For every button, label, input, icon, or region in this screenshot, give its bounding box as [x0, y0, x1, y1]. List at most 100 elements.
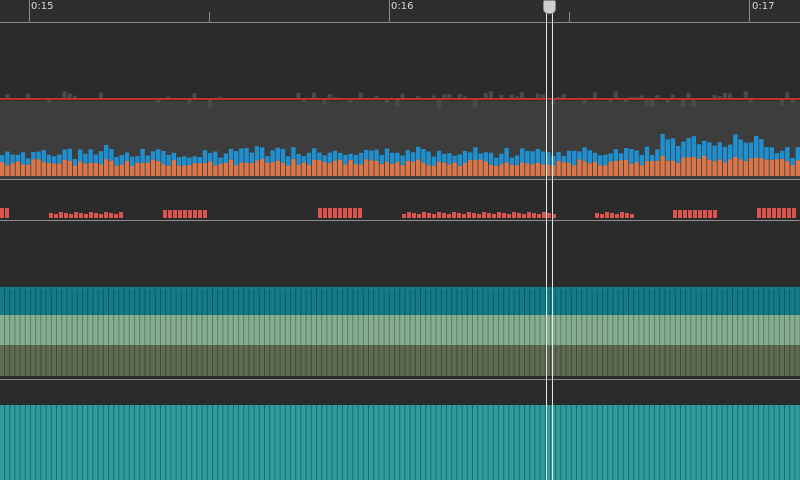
event-marker: [527, 212, 531, 218]
bottom-stripe: [778, 405, 780, 480]
band-stripe: [789, 289, 791, 376]
frame-bar-cpu: [410, 161, 416, 176]
bottom-teal-track[interactable]: [0, 380, 800, 480]
frame-spike: [156, 100, 161, 103]
frame-bar-cpu: [733, 156, 738, 176]
band-stripe: [191, 289, 193, 376]
band-stripe: [238, 289, 239, 376]
frame-bar-gpu: [603, 154, 608, 166]
frame-bar-gpu: [691, 136, 696, 157]
frame-bar-gpu: [234, 151, 239, 166]
frame-bar-gpu: [41, 150, 46, 163]
bottom-stripe: [633, 405, 635, 480]
bottom-stripe: [45, 405, 47, 480]
frame-spike: [509, 94, 514, 99]
bottom-stripe: [643, 405, 645, 480]
frame-bar-gpu: [634, 150, 639, 163]
frame-bar-gpu: [790, 157, 795, 166]
frame-bar-cpu: [208, 161, 213, 176]
frame-bar-cpu: [728, 159, 733, 176]
band-stripe: [274, 289, 276, 376]
frame-bar-gpu: [239, 148, 244, 163]
bottom-stripe: [357, 405, 359, 480]
frame-bar-cpu: [202, 162, 208, 176]
bottom-stripe: [97, 405, 99, 480]
band-stripe: [420, 289, 421, 376]
playhead-handle-icon[interactable]: [543, 0, 556, 14]
playhead[interactable]: [543, 0, 556, 480]
bottom-stripe: [378, 405, 380, 480]
band-stripe: [160, 289, 161, 376]
frame-bar-cpu: [5, 165, 10, 176]
bottom-stripe: [30, 405, 31, 480]
frame-bar-gpu: [572, 150, 577, 166]
frame-bar-gpu: [546, 152, 551, 165]
band-stripe: [118, 289, 120, 376]
bottom-stripe: [222, 405, 224, 480]
frame-bar-gpu: [265, 156, 270, 163]
frame-bar-cpu: [286, 165, 291, 176]
band-stripe: [586, 289, 588, 376]
bottom-stripe: [617, 405, 619, 480]
event-marker: [792, 208, 796, 218]
event-track[interactable]: [0, 180, 800, 220]
frame-bar-gpu: [431, 156, 436, 166]
frame-timing-track[interactable]: [0, 23, 800, 179]
band-stripe: [123, 289, 125, 376]
frame-bar-cpu: [468, 159, 473, 176]
bottom-stripe: [191, 405, 193, 480]
frame-spike: [561, 94, 566, 99]
frame-bar-gpu: [296, 153, 301, 165]
frame-bar-gpu: [592, 152, 598, 162]
band-stripe: [591, 289, 593, 376]
band-stripe: [534, 289, 536, 376]
frame-spike: [608, 100, 613, 103]
frame-bar-gpu: [488, 152, 494, 165]
event-marker: [610, 213, 614, 218]
bottom-stripe: [789, 405, 791, 480]
band-stripe: [82, 289, 83, 376]
frame-bar-gpu: [624, 148, 629, 160]
band-stripe: [628, 289, 629, 376]
frame-bar-cpu: [358, 164, 364, 176]
event-marker: [188, 210, 192, 218]
bottom-stripe: [784, 405, 785, 480]
event-marker: [693, 210, 697, 218]
band-stripe: [92, 289, 94, 376]
band-stripe: [773, 289, 775, 376]
band-stripe: [243, 289, 245, 376]
bottom-stripe: [742, 405, 744, 480]
bottom-stripe: [482, 405, 484, 480]
frame-spike: [208, 100, 213, 108]
bottom-stripe: [596, 405, 598, 480]
event-marker: [605, 212, 609, 218]
frame-bar-cpu: [62, 159, 67, 176]
frame-spike: [592, 92, 597, 99]
bottom-stripe: [347, 405, 349, 480]
band-stripe: [706, 289, 707, 376]
frame-bar-cpu: [629, 163, 634, 176]
frame-spike: [639, 95, 644, 99]
frame-bar-gpu: [681, 141, 686, 158]
bottom-stripe: [269, 405, 271, 480]
frame-spike: [462, 96, 467, 99]
frame-bar-gpu: [286, 156, 291, 166]
bottom-stripe: [420, 405, 421, 480]
band-stripe: [518, 289, 520, 376]
frame-spike: [431, 95, 436, 99]
frame-spike: [473, 100, 478, 108]
bottom-stripe: [513, 405, 515, 480]
band-stripe: [555, 289, 557, 376]
timeline-ruler[interactable]: 0:15 0:16 0:17: [0, 0, 800, 23]
band-stripe: [440, 289, 442, 376]
frame-bar-gpu: [660, 133, 665, 157]
bottom-stripe: [394, 405, 395, 480]
frame-bar-cpu: [291, 159, 296, 176]
bottom-stripe: [290, 405, 291, 480]
event-marker: [99, 214, 103, 218]
frame-bar-cpu: [280, 162, 286, 176]
color-band-track[interactable]: [0, 221, 800, 379]
event-marker: [757, 208, 761, 218]
bottom-stripe: [747, 405, 749, 480]
event-marker: [338, 208, 342, 218]
